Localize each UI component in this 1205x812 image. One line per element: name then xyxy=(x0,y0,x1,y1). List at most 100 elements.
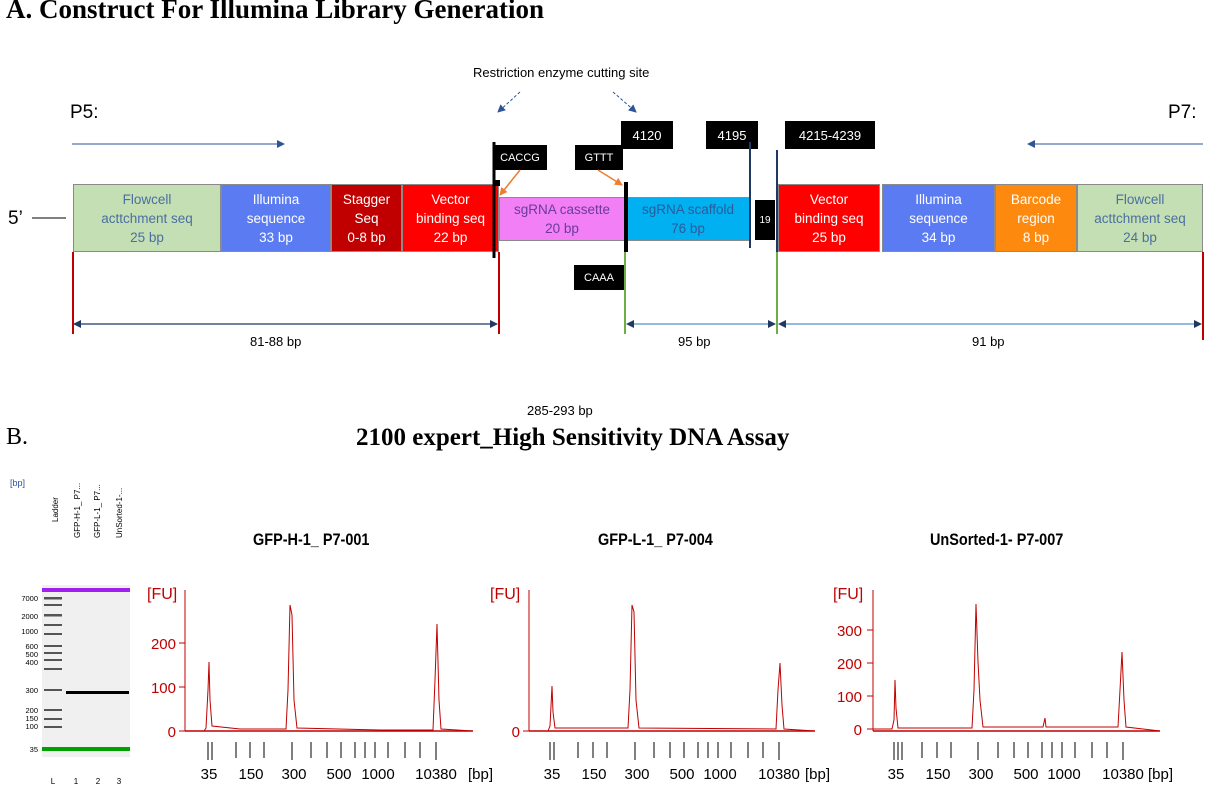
ladder-band xyxy=(44,652,62,654)
x-tick-label: 1000 xyxy=(1047,766,1080,783)
ladder-size-label: 300 xyxy=(25,686,38,695)
seg-line: 34 bp xyxy=(921,229,956,245)
ladder-band xyxy=(44,726,62,728)
trace-line xyxy=(873,603,1161,732)
x-tick-label: 150 xyxy=(238,766,263,783)
x-tick-label: 35 xyxy=(201,766,218,783)
position-4215-label: 4215-4239 xyxy=(785,121,875,149)
segment-illumina-p5: Illumina sequence 33 bp xyxy=(221,184,331,252)
ladder-size-label: 600 xyxy=(25,642,38,651)
segment-sgrna-scaffold: sgRNA scaffold 76 bp xyxy=(625,197,751,241)
trace-line xyxy=(529,604,816,732)
lane-number: L xyxy=(51,777,56,786)
x-tick-label: 35 xyxy=(544,766,561,783)
seg-line: region xyxy=(1017,210,1055,226)
position-4120-label: 4120 xyxy=(621,121,673,149)
gel-lane-label: UnSorted-1-... xyxy=(115,488,124,538)
seg-line: 20 bp xyxy=(545,221,579,236)
electropherogram-title-3: UnSorted-1- P7-007 xyxy=(930,530,1064,549)
y-tick-label: 300 xyxy=(837,623,862,640)
fu-label: [FU] xyxy=(833,586,863,603)
electropherogram-1: [FU] 200 100 0 35 150 300 500 1000 xyxy=(147,586,493,783)
restriction-site-label: Restriction enzyme cutting site xyxy=(473,65,650,80)
seg-line: 33 bp xyxy=(259,229,293,245)
ladder-band xyxy=(44,659,62,661)
panel-a-title: A. Construct For Illumina Library Genera… xyxy=(6,0,544,24)
seg-line: Illumina xyxy=(915,191,962,207)
ladder-band xyxy=(44,718,62,720)
seg-line: acttchment seq xyxy=(1094,210,1186,226)
seg-line: 8 bp xyxy=(1022,229,1050,245)
x-tick-label: 35 xyxy=(888,766,905,783)
lane-number: 3 xyxy=(117,777,122,786)
ladder-band xyxy=(44,668,62,670)
seg-line: 22 bp xyxy=(433,229,468,245)
seg-line: 25 bp xyxy=(130,229,164,245)
seg-line: Vector xyxy=(809,191,849,207)
x-tick-label: 1000 xyxy=(361,766,394,783)
restriction-arrow-left xyxy=(497,91,521,113)
panel-b-label: B. xyxy=(6,424,29,450)
seg-line: sgRNA cassette xyxy=(513,202,611,217)
ladder-band xyxy=(44,604,62,606)
y-tick-label: 0 xyxy=(854,722,862,739)
dim-81-88: 81-88 bp xyxy=(250,334,302,349)
y-tick-label: 0 xyxy=(168,724,176,741)
ladder-band xyxy=(44,709,62,711)
x-tick-label: 300 xyxy=(624,766,649,783)
ladder-size-label: 1000 xyxy=(21,627,38,636)
y-tick-label: 200 xyxy=(837,656,862,673)
x-tick-label: 500 xyxy=(669,766,694,783)
ladder-band xyxy=(44,624,62,626)
segment-flowcell-p5: Flowcell acttchment seq 25 bp xyxy=(73,184,221,252)
n19-label: 19 xyxy=(755,200,775,240)
gel-image: [bp] Ladder GFP-H-1_ P7... GFP-L-1_ P7..… xyxy=(10,478,130,786)
seg-line: acttchment seq xyxy=(101,210,193,226)
gel-background xyxy=(42,585,130,757)
ladder-band xyxy=(44,614,62,617)
segment-flowcell-p7: Flowcell acttchment seq 24 bp xyxy=(1077,184,1203,252)
seg-line: Flowcell xyxy=(122,191,172,207)
segment-barcode: Barcode region 8 bp xyxy=(995,184,1077,252)
fu-label: [FU] xyxy=(147,586,177,603)
electropherogram-3: [FU] 300 200 100 0 35 150 300 xyxy=(833,586,1173,783)
electropherogram-title-1: GFP-H-1_ P7-001 xyxy=(253,530,370,549)
gel-lane-label: GFP-L-1_ P7... xyxy=(93,484,102,538)
five-prime-label: 5’ xyxy=(8,208,23,229)
ladder-size-label: 2000 xyxy=(21,612,38,621)
seg-line: 24 bp xyxy=(1123,229,1157,245)
x-tick-label: 10380 xyxy=(758,766,800,783)
gel-lane-label: GFP-H-1_ P7... xyxy=(73,483,82,538)
bp-label: [bp] xyxy=(468,766,493,783)
dim-total: 285-293 bp xyxy=(527,403,593,418)
seg-line: Vector xyxy=(431,191,470,207)
seg-line: binding seq xyxy=(794,210,864,226)
ladder-size-label: 35 xyxy=(30,745,38,754)
ladder-size-label: 100 xyxy=(25,722,38,731)
seg-line: 25 bp xyxy=(812,229,846,245)
gel-lower-marker xyxy=(42,747,130,751)
gttt-label: GTTT xyxy=(575,145,623,170)
seg-line: 0-8 bp xyxy=(347,229,386,245)
segment-illumina-p7: Illumina sequence 34 bp xyxy=(882,184,995,252)
gel-unit-label: [bp] xyxy=(10,478,25,488)
seg-line: Barcode xyxy=(1010,191,1062,207)
segment-vector-binding-2: Vector binding seq 25 bp xyxy=(778,184,880,252)
caaa-label: CAAA xyxy=(574,265,624,290)
sample-band xyxy=(66,691,129,694)
y-tick-label: 100 xyxy=(151,680,176,697)
fu-label: [FU] xyxy=(490,586,520,603)
restriction-arrow-right xyxy=(612,91,637,113)
gel-lane-label: Ladder xyxy=(51,497,60,522)
bp-label: [bp] xyxy=(805,766,830,783)
seg-line: Illumina xyxy=(252,191,300,207)
ladder-size-label: 500 xyxy=(25,650,38,659)
seg-line: sequence xyxy=(246,210,306,226)
segment-stagger: Stagger Seq 0-8 bp xyxy=(331,184,402,252)
x-tick-label: 150 xyxy=(925,766,950,783)
x-tick-label: 150 xyxy=(581,766,606,783)
panel-b-title: 2100 expert_High Sensitivity DNA Assay xyxy=(356,424,790,451)
x-tick-label: 10380 xyxy=(1102,766,1144,783)
x-tick-label: 500 xyxy=(1013,766,1038,783)
